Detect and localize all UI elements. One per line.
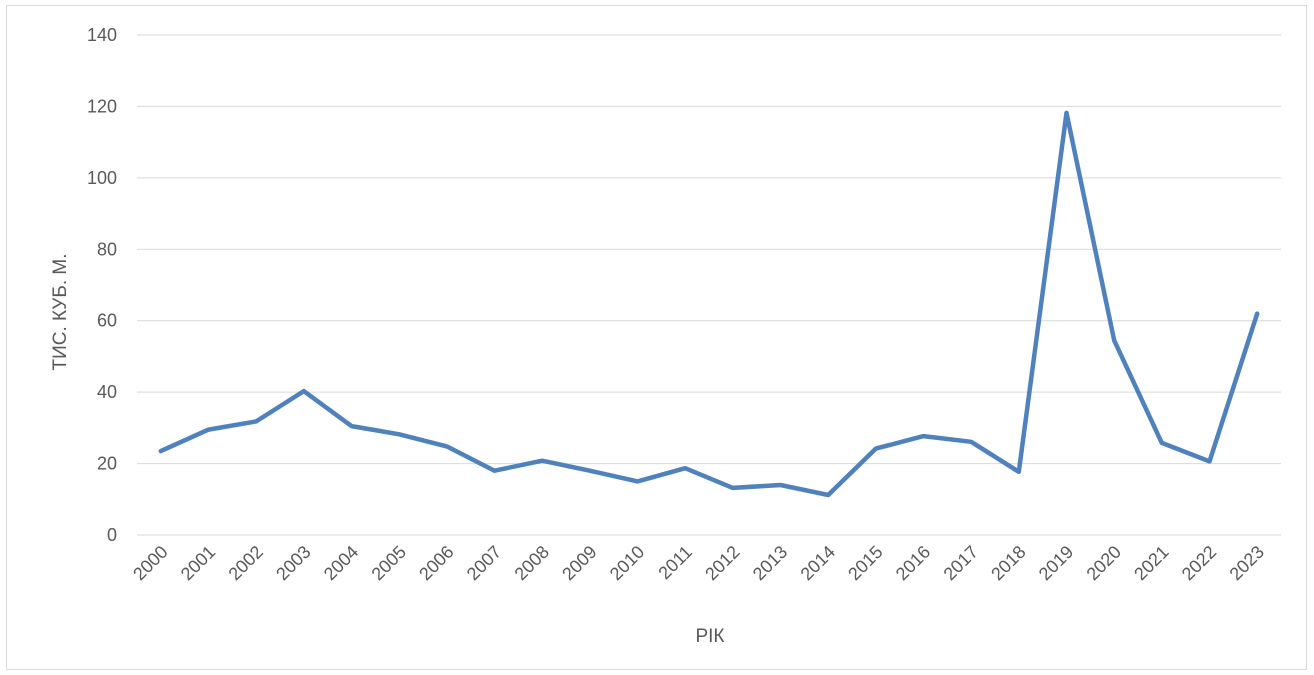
x-tick-label: 2013: [749, 542, 791, 584]
gridlines: [137, 34, 1281, 536]
x-tick-label: 2016: [892, 542, 934, 584]
x-tick-label: 2020: [1083, 542, 1125, 584]
x-tick-label: 2001: [177, 542, 219, 584]
x-tick-label: 2010: [606, 542, 648, 584]
chart-frame: [6, 5, 1307, 670]
y-tick-label: 120: [87, 96, 117, 116]
x-tick-label: 2003: [272, 542, 314, 584]
x-tick-label: 2015: [844, 542, 886, 584]
x-tick-label: 2023: [1226, 542, 1268, 584]
y-tick-label: 80: [97, 239, 117, 259]
x-tick-label: 2018: [987, 542, 1029, 584]
y-axis-title: ТИС. КУБ. М.: [50, 253, 71, 370]
x-tick-label: 2022: [1178, 542, 1220, 584]
x-tick-label: 2000: [129, 542, 171, 584]
x-tick-label: 2012: [701, 542, 743, 584]
x-tick-label: 2002: [225, 542, 267, 584]
x-tick-label: 2017: [940, 542, 982, 584]
x-tick-label: 2021: [1130, 542, 1172, 584]
series-layer: [158, 110, 1260, 498]
x-tick-label: 2019: [1035, 542, 1077, 584]
x-tick-label: 2011: [654, 542, 696, 584]
y-tick-labels: 0 20 40 60 80 100 120 140: [87, 25, 117, 545]
y-tick-label: 140: [87, 25, 117, 45]
x-tick-label: 2008: [511, 542, 553, 584]
x-tick-label: 2004: [320, 542, 362, 584]
x-tick-label: 2007: [463, 542, 505, 584]
y-tick-label: 40: [97, 382, 117, 402]
series-line: [158, 110, 1260, 498]
x-tick-labels: 2000 2001 2002 2003 2004 2005 2006 2007 2008 2009…: [129, 542, 1268, 584]
x-tick-label: 2006: [415, 542, 457, 584]
x-tick-label: 2014: [797, 542, 839, 584]
x-axis-title: РІК: [695, 626, 724, 647]
y-tick-label: 60: [97, 311, 117, 331]
y-tick-label: 0: [107, 525, 117, 545]
y-tick-label: 20: [97, 454, 117, 474]
x-tick-label: 2005: [368, 542, 410, 584]
y-tick-label: 100: [87, 168, 117, 188]
x-tick-label: 2009: [558, 542, 600, 584]
